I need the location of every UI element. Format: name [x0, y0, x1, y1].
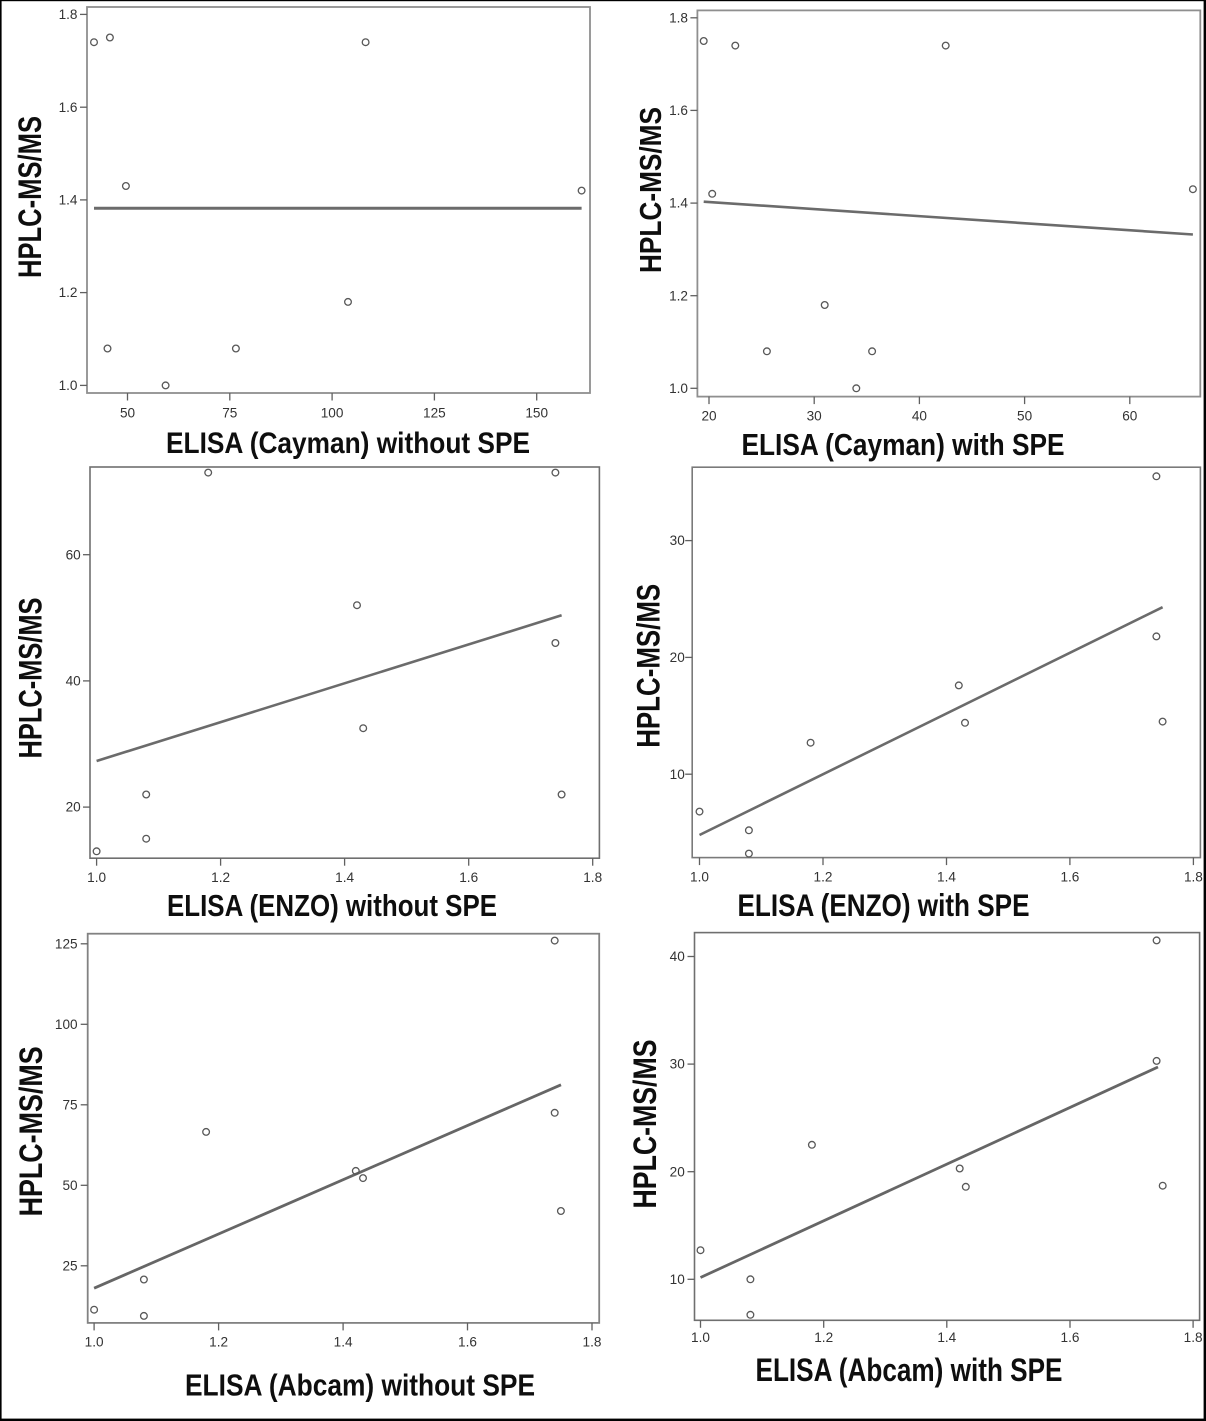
svg-text:40: 40 [66, 674, 82, 689]
svg-text:1.4: 1.4 [669, 196, 688, 211]
svg-text:75: 75 [222, 405, 237, 420]
svg-text:40: 40 [912, 409, 928, 424]
svg-text:125: 125 [55, 936, 78, 951]
svg-text:1.2: 1.2 [209, 1335, 228, 1350]
svg-text:1.8: 1.8 [583, 870, 602, 885]
svg-text:40: 40 [670, 949, 686, 964]
svg-text:1.0: 1.0 [87, 870, 106, 885]
svg-text:100: 100 [321, 405, 344, 420]
svg-text:1.2: 1.2 [814, 870, 833, 885]
svg-text:50: 50 [120, 405, 136, 420]
svg-text:HPLC-MS/MS: HPLC-MS/MS [627, 1040, 663, 1209]
svg-text:1.6: 1.6 [669, 103, 688, 118]
svg-text:ELISA (Cayman) without SPE: ELISA (Cayman) without SPE [166, 427, 530, 460]
svg-text:1.2: 1.2 [814, 1330, 833, 1345]
svg-text:1.6: 1.6 [1060, 870, 1079, 885]
svg-text:100: 100 [55, 1017, 78, 1032]
svg-text:ELISA (Abcam) without SPE: ELISA (Abcam) without SPE [185, 1368, 535, 1403]
svg-text:HPLC-MS/MS: HPLC-MS/MS [633, 107, 668, 273]
svg-text:20: 20 [670, 650, 686, 665]
svg-text:60: 60 [66, 547, 82, 562]
svg-text:60: 60 [1122, 409, 1138, 424]
svg-text:HPLC-MS/MS: HPLC-MS/MS [631, 584, 667, 748]
svg-text:1.4: 1.4 [59, 193, 78, 208]
svg-text:30: 30 [807, 409, 823, 424]
svg-text:1.6: 1.6 [458, 1335, 477, 1350]
svg-text:1.4: 1.4 [335, 870, 354, 885]
svg-text:1.0: 1.0 [85, 1335, 104, 1350]
svg-text:1.8: 1.8 [1184, 870, 1203, 885]
svg-text:1.0: 1.0 [669, 381, 688, 396]
svg-text:150: 150 [525, 405, 548, 420]
svg-text:30: 30 [670, 533, 686, 548]
svg-text:1.6: 1.6 [1061, 1330, 1080, 1345]
svg-text:50: 50 [62, 1178, 78, 1193]
svg-text:10: 10 [670, 1272, 686, 1287]
svg-text:10: 10 [670, 767, 686, 782]
svg-text:20: 20 [66, 800, 82, 815]
svg-text:20: 20 [701, 409, 717, 424]
svg-text:1.0: 1.0 [59, 378, 78, 393]
svg-text:ELISA (ENZO) with SPE: ELISA (ENZO) with SPE [738, 887, 1030, 923]
svg-text:125: 125 [423, 405, 446, 420]
svg-text:50: 50 [1017, 409, 1033, 424]
svg-text:1.2: 1.2 [669, 288, 688, 303]
svg-text:25: 25 [62, 1258, 77, 1273]
svg-text:1.8: 1.8 [1184, 1330, 1203, 1345]
svg-text:1.6: 1.6 [59, 100, 78, 115]
svg-text:1.8: 1.8 [669, 10, 688, 25]
svg-text:1.8: 1.8 [583, 1335, 602, 1350]
svg-text:HPLC-MS/MS: HPLC-MS/MS [13, 1046, 49, 1216]
svg-text:1.4: 1.4 [334, 1335, 353, 1350]
svg-text:ELISA (ENZO) without SPE: ELISA (ENZO) without SPE [167, 888, 497, 923]
svg-text:1.4: 1.4 [937, 870, 956, 885]
svg-text:75: 75 [62, 1097, 77, 1112]
svg-text:1.2: 1.2 [59, 285, 78, 300]
svg-text:1.2: 1.2 [211, 870, 230, 885]
svg-text:ELISA (Abcam) with SPE: ELISA (Abcam) with SPE [756, 1352, 1063, 1388]
svg-text:HPLC-MS/MS: HPLC-MS/MS [12, 116, 48, 278]
svg-text:1.4: 1.4 [937, 1330, 956, 1345]
svg-text:1.6: 1.6 [459, 870, 478, 885]
svg-text:30: 30 [670, 1057, 686, 1072]
svg-text:ELISA (Cayman) with SPE: ELISA (Cayman) with SPE [742, 427, 1065, 462]
svg-text:1.0: 1.0 [691, 1330, 710, 1345]
svg-text:1.0: 1.0 [690, 870, 709, 885]
svg-text:HPLC-MS/MS: HPLC-MS/MS [13, 598, 49, 759]
svg-text:1.8: 1.8 [59, 7, 78, 22]
svg-text:20: 20 [670, 1164, 686, 1179]
